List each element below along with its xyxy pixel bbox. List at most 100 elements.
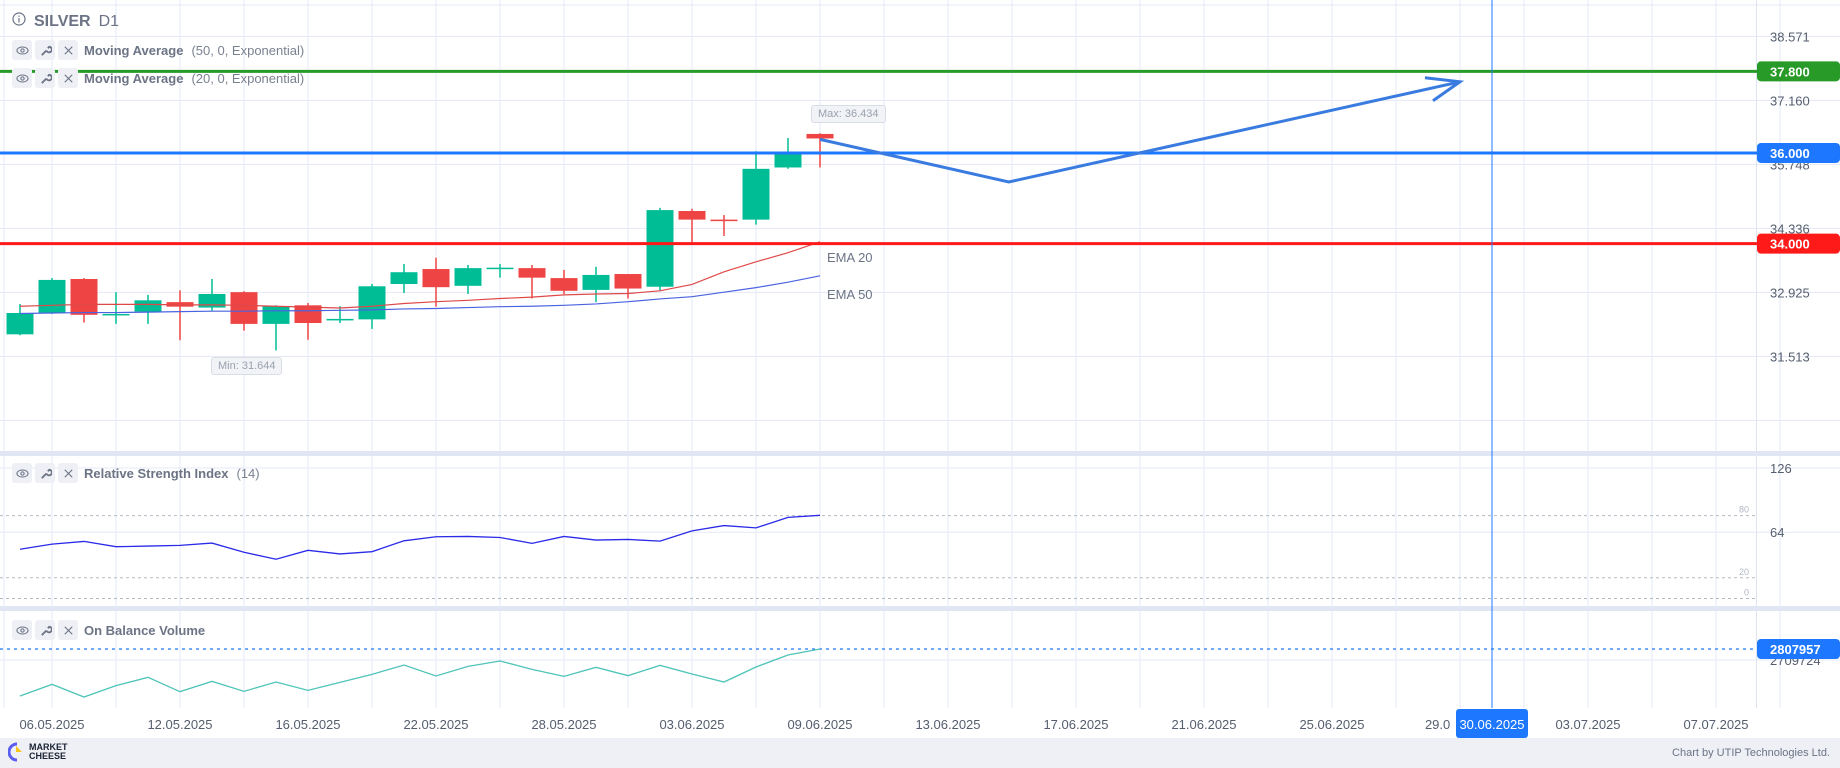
date-axis-tick: 28.05.2025 bbox=[531, 717, 596, 732]
candle-body bbox=[518, 268, 546, 278]
logo-line1: MARKET bbox=[29, 742, 68, 752]
level-price-badge[interactable] bbox=[1757, 233, 1840, 254]
eye-icon[interactable] bbox=[12, 40, 32, 60]
candle-body bbox=[582, 274, 610, 290]
panel-separator[interactable] bbox=[0, 451, 1840, 456]
eye-icon[interactable] bbox=[12, 620, 32, 640]
candle-body bbox=[550, 278, 578, 291]
level-price-badge[interactable] bbox=[1757, 61, 1840, 82]
date-axis-tick: 03.07.2025 bbox=[1555, 717, 1620, 732]
candle-body bbox=[646, 210, 674, 287]
candle-body bbox=[70, 279, 98, 315]
logo-line2: CHEESE bbox=[29, 751, 67, 761]
candle-body bbox=[262, 306, 290, 324]
date-axis-tick: 12.05.2025 bbox=[147, 717, 212, 732]
indicator-params: (14) bbox=[236, 465, 260, 481]
candle-body bbox=[102, 313, 130, 316]
date-axis-tick: 22.05.2025 bbox=[403, 717, 468, 732]
date-axis-tick: 06.05.2025 bbox=[19, 717, 84, 732]
ema20-line bbox=[19, 241, 821, 309]
chart-credit: Chart by UTIP Technologies Ltd. bbox=[1672, 747, 1830, 759]
obv-value-badge bbox=[1757, 639, 1840, 659]
candle-body bbox=[710, 219, 738, 222]
date-axis-tick: 03.06.2025 bbox=[659, 717, 724, 732]
candle-body bbox=[454, 268, 482, 286]
candle-body bbox=[614, 274, 642, 289]
indicator-name: On Balance Volume bbox=[84, 622, 206, 638]
rsi-axis-tick: 64 bbox=[1770, 525, 1784, 540]
eye-icon[interactable] bbox=[12, 68, 32, 88]
close-icon[interactable] bbox=[58, 68, 78, 88]
rsi-level-label: 80 bbox=[1739, 505, 1749, 515]
price-axis-tick: 38.571 bbox=[1770, 29, 1810, 44]
candle-body bbox=[486, 267, 514, 270]
legend-rsi: Relative Strength Index (14) bbox=[12, 463, 260, 483]
candle-body bbox=[774, 153, 802, 168]
candle-body bbox=[358, 286, 386, 320]
vertical-marker-date-badge bbox=[1456, 709, 1528, 738]
date-axis-tick: 17.06.2025 bbox=[1043, 717, 1108, 732]
price-axis-tick: 37.160 bbox=[1770, 93, 1810, 108]
wrench-icon[interactable] bbox=[35, 68, 55, 88]
panel-separator[interactable] bbox=[0, 606, 1840, 611]
max-price-tag: Max: 36.434 bbox=[811, 105, 886, 123]
min-price-tag: Min: 31.644 bbox=[211, 357, 283, 375]
close-icon[interactable] bbox=[58, 620, 78, 640]
indicator-name: Moving Average bbox=[84, 42, 184, 58]
indicator-name: Relative Strength Index bbox=[84, 465, 229, 481]
eye-icon[interactable] bbox=[12, 463, 32, 483]
candle-body bbox=[134, 300, 162, 312]
candle-body bbox=[806, 133, 834, 139]
ema20-label: EMA 20 bbox=[827, 250, 873, 265]
candle-body bbox=[230, 292, 258, 324]
footer: MARKET CHEESE Chart by UTIP Technologies … bbox=[0, 738, 1840, 768]
legend-ema50: Moving Average (50, 0, Exponential) bbox=[12, 40, 304, 60]
market-cheese-logo[interactable]: MARKET CHEESE bbox=[8, 742, 68, 762]
ema50-line bbox=[19, 275, 821, 315]
date-axis-tick: 09.06.2025 bbox=[787, 717, 852, 732]
candle-body bbox=[678, 211, 706, 220]
candle-body bbox=[6, 313, 34, 335]
trend-arrow[interactable] bbox=[819, 80, 1461, 184]
candle-body bbox=[198, 293, 226, 308]
date-axis-tick: 25.06.2025 bbox=[1299, 717, 1364, 732]
rsi-level-label: 0 bbox=[1744, 588, 1749, 598]
chart-title: SILVER D1 bbox=[12, 12, 119, 31]
legend-ema20: Moving Average (20, 0, Exponential) bbox=[12, 68, 304, 88]
logo-icon bbox=[8, 742, 22, 762]
rsi-line bbox=[19, 514, 821, 560]
obv-line bbox=[19, 648, 821, 698]
candle-body bbox=[38, 279, 66, 313]
wrench-icon[interactable] bbox=[35, 463, 55, 483]
close-icon[interactable] bbox=[58, 463, 78, 483]
ema50-label: EMA 50 bbox=[827, 287, 873, 302]
legend-obv: On Balance Volume bbox=[12, 620, 213, 640]
date-axis-tick: 29.0 bbox=[1425, 717, 1450, 732]
rsi-level-label: 20 bbox=[1739, 567, 1749, 577]
close-icon[interactable] bbox=[58, 40, 78, 60]
date-axis-tick: 13.06.2025 bbox=[915, 717, 980, 732]
candle-body bbox=[742, 168, 770, 220]
vertical-marker-date: 30.06.2025 bbox=[1459, 717, 1524, 732]
wrench-icon[interactable] bbox=[35, 620, 55, 640]
date-axis-tick: 21.06.2025 bbox=[1171, 717, 1236, 732]
date-axis-tick: 07.07.2025 bbox=[1683, 717, 1748, 732]
obv-value-badge-text: 2807957 bbox=[1770, 642, 1821, 657]
candle-body bbox=[422, 269, 450, 288]
candle-body bbox=[390, 272, 418, 285]
price-axis-tick: 34.336 bbox=[1770, 221, 1810, 236]
candle-body bbox=[294, 305, 322, 323]
arrow-head-icon bbox=[1424, 76, 1465, 103]
level-price-badge[interactable] bbox=[1757, 142, 1840, 163]
candle-body bbox=[326, 318, 354, 321]
price-axis-tick: 32.925 bbox=[1770, 285, 1810, 300]
date-axis-tick: 16.05.2025 bbox=[275, 717, 340, 732]
indicator-name: Moving Average bbox=[84, 70, 184, 86]
indicator-params: (50, 0, Exponential) bbox=[191, 42, 305, 58]
info-icon[interactable] bbox=[12, 12, 26, 31]
level-price-badge-text: 36.000 bbox=[1770, 146, 1810, 161]
rsi-axis-tick: 126 bbox=[1770, 461, 1792, 476]
timeframe: D1 bbox=[98, 12, 120, 30]
wrench-icon[interactable] bbox=[35, 40, 55, 60]
